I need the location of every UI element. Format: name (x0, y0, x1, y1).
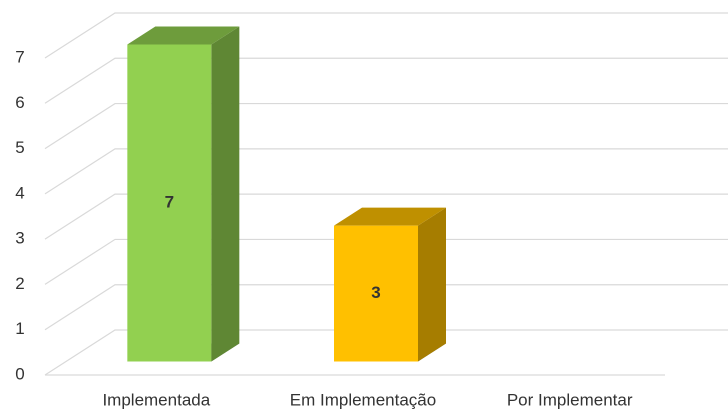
bar-side (211, 26, 240, 362)
grid-line (44, 329, 728, 376)
grid-line (44, 12, 728, 59)
y-tick-label: 1 (15, 319, 24, 338)
grid-line (44, 193, 728, 240)
bar (127, 26, 240, 362)
grid-line (44, 238, 728, 285)
bar-front (334, 225, 418, 362)
grid-line (44, 148, 728, 195)
x-tick-label: Por Implementar (507, 390, 633, 409)
x-tick-label: Implementada (102, 390, 210, 409)
grid-line (44, 57, 728, 104)
y-tick-label: 5 (15, 138, 24, 157)
grid-line (44, 284, 728, 331)
bar-side (418, 207, 446, 362)
x-tick-label: Em Implementação (290, 390, 436, 409)
y-tick-label: 0 (15, 364, 24, 383)
bar (334, 207, 446, 362)
y-tick-label: 2 (15, 274, 24, 293)
y-tick-label: 6 (15, 93, 24, 112)
grid-line (44, 102, 728, 150)
y-tick-label: 4 (15, 183, 24, 202)
data-label: 7 (165, 192, 174, 211)
bar-front (127, 44, 212, 362)
y-tick-label: 3 (15, 229, 24, 248)
data-label: 3 (371, 283, 380, 302)
y-tick-label: 7 (15, 47, 24, 66)
bar-top (127, 26, 240, 45)
bar-top (334, 207, 446, 226)
